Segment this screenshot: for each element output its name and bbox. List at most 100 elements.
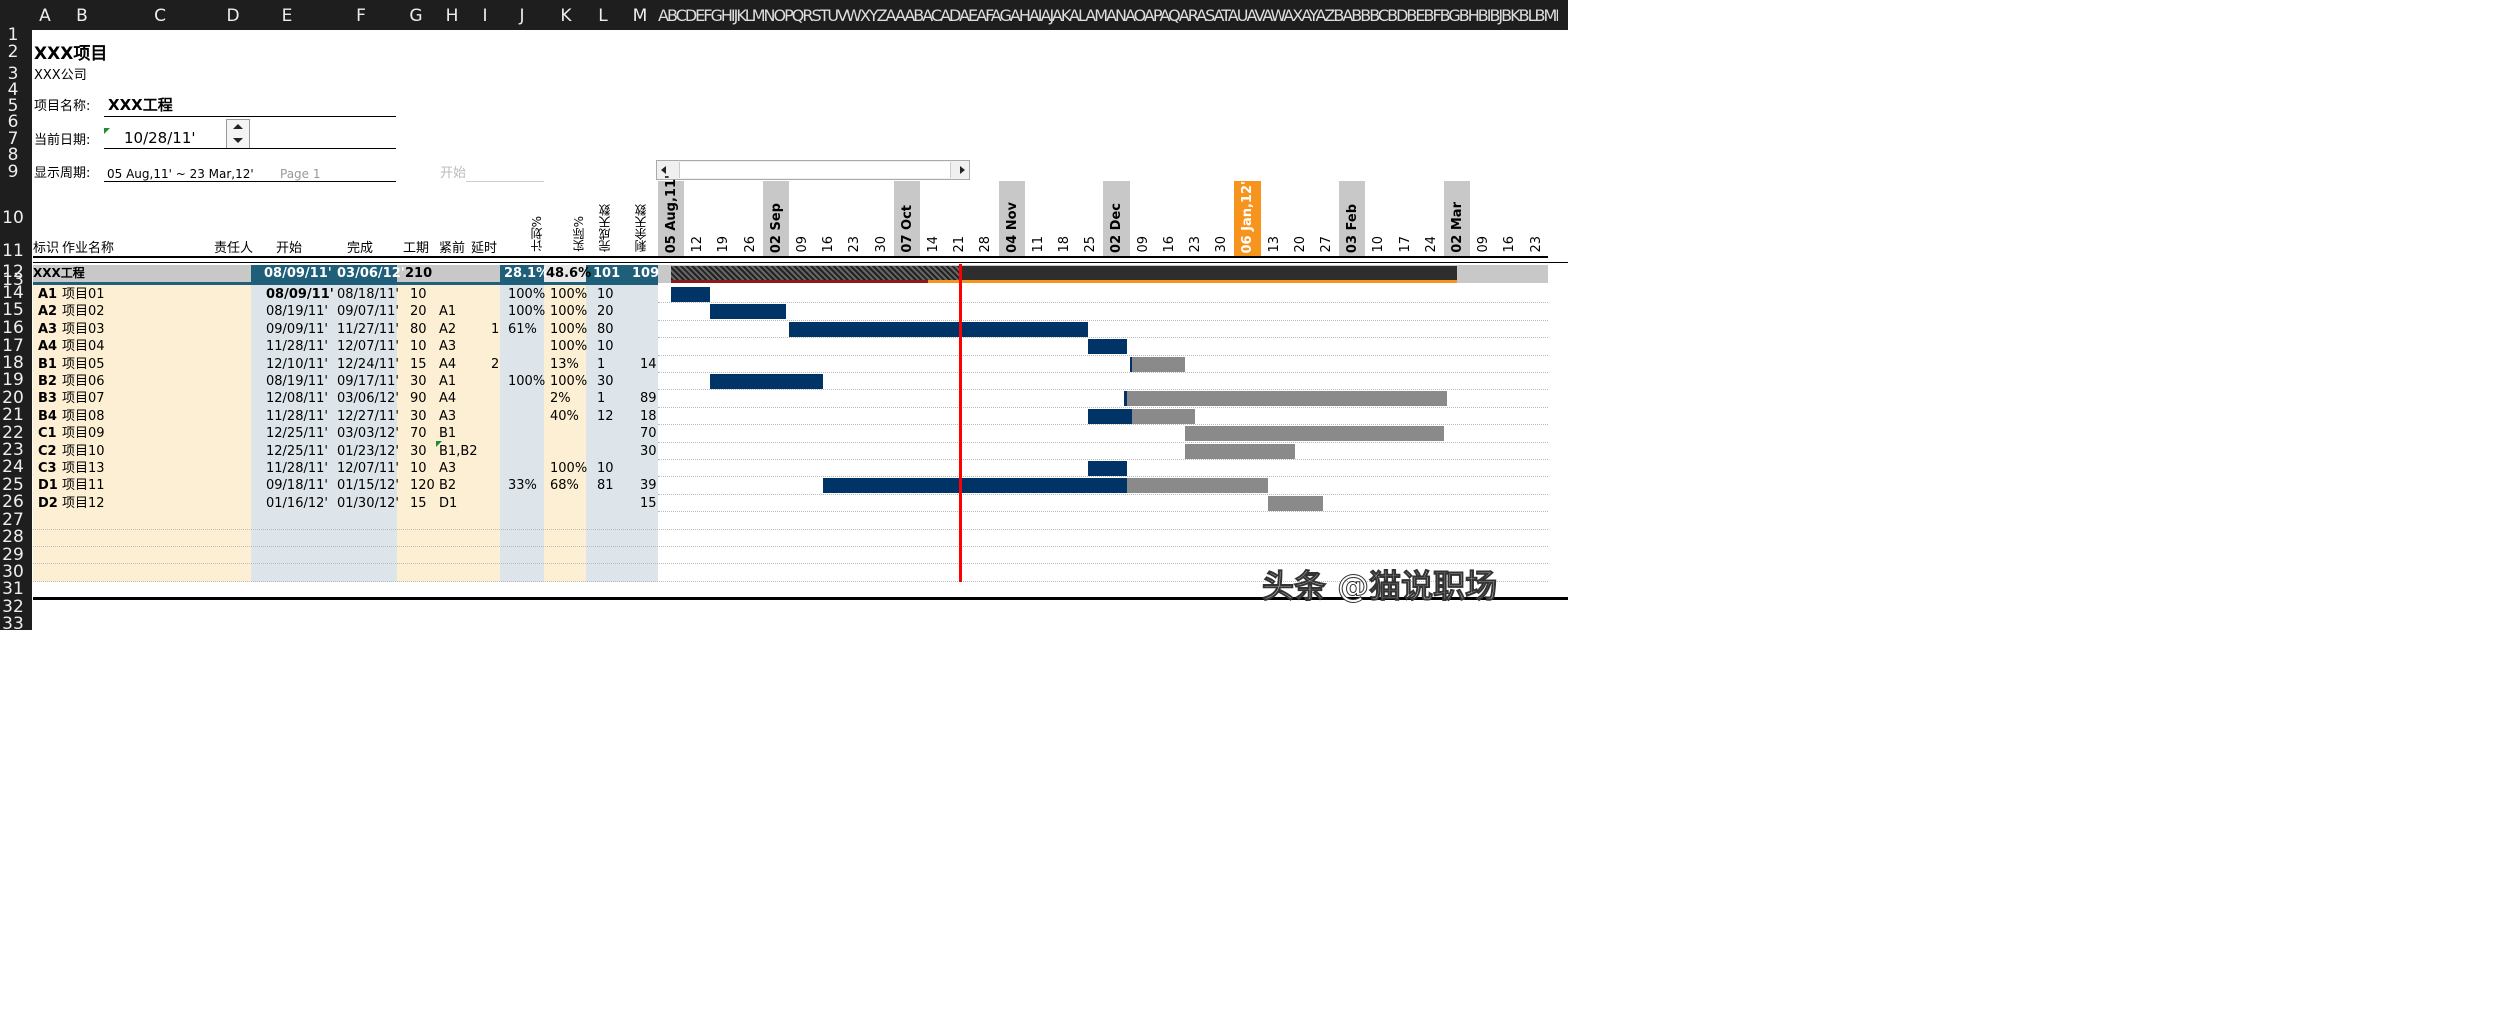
task-id[interactable]: D1 [38, 478, 58, 494]
task-plan-pct[interactable]: 61% [508, 321, 537, 337]
task-remain-days[interactable]: 89 [640, 391, 657, 407]
task-pred[interactable]: B1 [439, 426, 457, 442]
task-pred[interactable]: A3 [439, 461, 457, 476]
task-finish[interactable]: 12/27/11' [337, 408, 399, 424]
task-duration[interactable]: 10 [410, 461, 427, 476]
column-header-c[interactable]: C [154, 6, 166, 26]
column-header-b[interactable]: B [76, 6, 88, 26]
task-id[interactable]: A4 [38, 339, 58, 355]
task-delay[interactable]: 2 [491, 356, 500, 372]
task-delay[interactable]: 1 [491, 321, 500, 337]
task-pred[interactable]: A3 [439, 339, 457, 355]
row-header-29[interactable]: 29 [2, 545, 24, 565]
task-start[interactable]: 01/16/12' [266, 495, 328, 511]
task-finish[interactable]: 12/07/11' [337, 461, 399, 476]
task-duration[interactable]: 120 [410, 478, 435, 494]
row-header-25[interactable]: 25 [2, 475, 24, 495]
task-name[interactable]: 项目05 [62, 356, 105, 372]
row-header-33[interactable]: 33 [2, 614, 24, 631]
task-remain-days[interactable]: 39 [640, 478, 657, 494]
task-name[interactable]: 项目01 [62, 287, 105, 302]
task-start[interactable]: 11/28/11' [266, 408, 328, 424]
row-header-18[interactable]: 18 [2, 353, 24, 373]
task-done-days[interactable]: 1 [597, 391, 606, 407]
task-id[interactable]: A3 [38, 321, 58, 337]
date-spinner[interactable] [226, 119, 250, 149]
task-start[interactable]: 12/25/11' [266, 443, 328, 459]
row-header-26[interactable]: 26 [2, 492, 24, 512]
task-id[interactable]: C3 [38, 461, 57, 476]
task-duration[interactable]: 15 [410, 495, 427, 511]
task-start[interactable]: 08/19/11' [266, 304, 328, 320]
task-start[interactable]: 12/25/11' [266, 426, 328, 442]
task-actual-pct[interactable]: 100% [550, 461, 588, 476]
task-actual-pct[interactable]: 2% [550, 391, 571, 407]
task-done-days[interactable]: 1 [597, 356, 606, 372]
task-plan-pct[interactable]: 100% [508, 287, 546, 302]
column-header-h[interactable]: H [445, 6, 459, 26]
task-id[interactable]: A1 [38, 287, 58, 302]
task-duration[interactable]: 30 [410, 443, 427, 459]
task-finish[interactable]: 01/15/12' [337, 478, 399, 494]
row-header-3[interactable]: 3 [7, 64, 19, 84]
task-duration[interactable]: 70 [410, 426, 427, 442]
row-header-16[interactable]: 16 [2, 318, 24, 338]
row-header-1[interactable]: 1 [7, 25, 19, 45]
task-pred[interactable]: D1 [439, 495, 458, 511]
task-name[interactable]: 项目10 [62, 443, 105, 459]
task-finish[interactable]: 11/27/11' [337, 321, 399, 337]
task-finish[interactable]: 01/23/12' [337, 443, 399, 459]
task-id[interactable]: D2 [38, 495, 58, 511]
scroll-right-icon[interactable] [960, 166, 965, 174]
task-finish[interactable]: 08/18/11' [337, 287, 399, 302]
task-duration[interactable]: 10 [410, 339, 427, 355]
project-name-value[interactable]: XXX工程 [108, 96, 173, 114]
spinner-down-icon[interactable] [233, 138, 243, 143]
task-duration[interactable]: 30 [410, 408, 427, 424]
column-header-f[interactable]: F [356, 6, 366, 26]
task-id[interactable]: C2 [38, 443, 57, 459]
task-name[interactable]: 项目11 [62, 478, 105, 494]
column-header-g[interactable]: G [409, 6, 423, 26]
row-header-20[interactable]: 20 [2, 388, 24, 408]
task-start[interactable]: 12/10/11' [266, 356, 328, 372]
task-actual-pct[interactable]: 100% [550, 374, 588, 389]
task-plan-pct[interactable]: 100% [508, 374, 546, 389]
task-start[interactable]: 11/28/11' [266, 339, 328, 355]
task-finish[interactable]: 03/06/12' [337, 391, 399, 407]
task-start[interactable]: 09/09/11' [266, 321, 328, 337]
task-pred[interactable]: B2 [439, 478, 457, 494]
task-name[interactable]: 项目06 [62, 374, 105, 389]
column-header-d[interactable]: D [226, 6, 240, 26]
row-header-31[interactable]: 31 [2, 579, 24, 599]
task-done-days[interactable]: 81 [597, 478, 614, 494]
task-duration[interactable]: 90 [410, 391, 427, 407]
task-name[interactable]: 项目13 [62, 461, 105, 476]
row-header-8[interactable]: 8 [7, 145, 19, 165]
task-remain-days[interactable]: 18 [640, 408, 657, 424]
task-pred[interactable]: A4 [439, 356, 457, 372]
spinner-up-icon[interactable] [233, 124, 243, 129]
task-name[interactable]: 项目12 [62, 495, 105, 511]
task-start[interactable]: 11/28/11' [266, 461, 328, 476]
task-id[interactable]: B4 [38, 408, 57, 424]
task-actual-pct[interactable]: 100% [550, 304, 588, 320]
task-duration[interactable]: 20 [410, 304, 427, 320]
row-header-5[interactable]: 5 [7, 96, 19, 116]
row-header-22[interactable]: 22 [2, 423, 24, 443]
row-header-30[interactable]: 30 [2, 562, 24, 582]
row-header-12[interactable]: 12 [2, 262, 24, 282]
task-name[interactable]: 项目09 [62, 426, 105, 442]
task-start[interactable]: 08/09/11' [266, 287, 334, 302]
row-header-28[interactable]: 28 [2, 527, 24, 547]
current-date-value[interactable]: 10/28/11' [124, 129, 196, 147]
row-header-14[interactable]: 14 [2, 283, 24, 303]
row-header-19[interactable]: 19 [2, 370, 24, 390]
column-header-j[interactable]: J [519, 6, 525, 26]
task-done-days[interactable]: 10 [597, 339, 614, 355]
task-start[interactable]: 12/08/11' [266, 391, 328, 407]
task-finish[interactable]: 12/07/11' [337, 339, 399, 355]
task-name[interactable]: 项目02 [62, 304, 105, 320]
task-start[interactable]: 08/19/11' [266, 374, 328, 389]
task-actual-pct[interactable]: 68% [550, 478, 579, 494]
